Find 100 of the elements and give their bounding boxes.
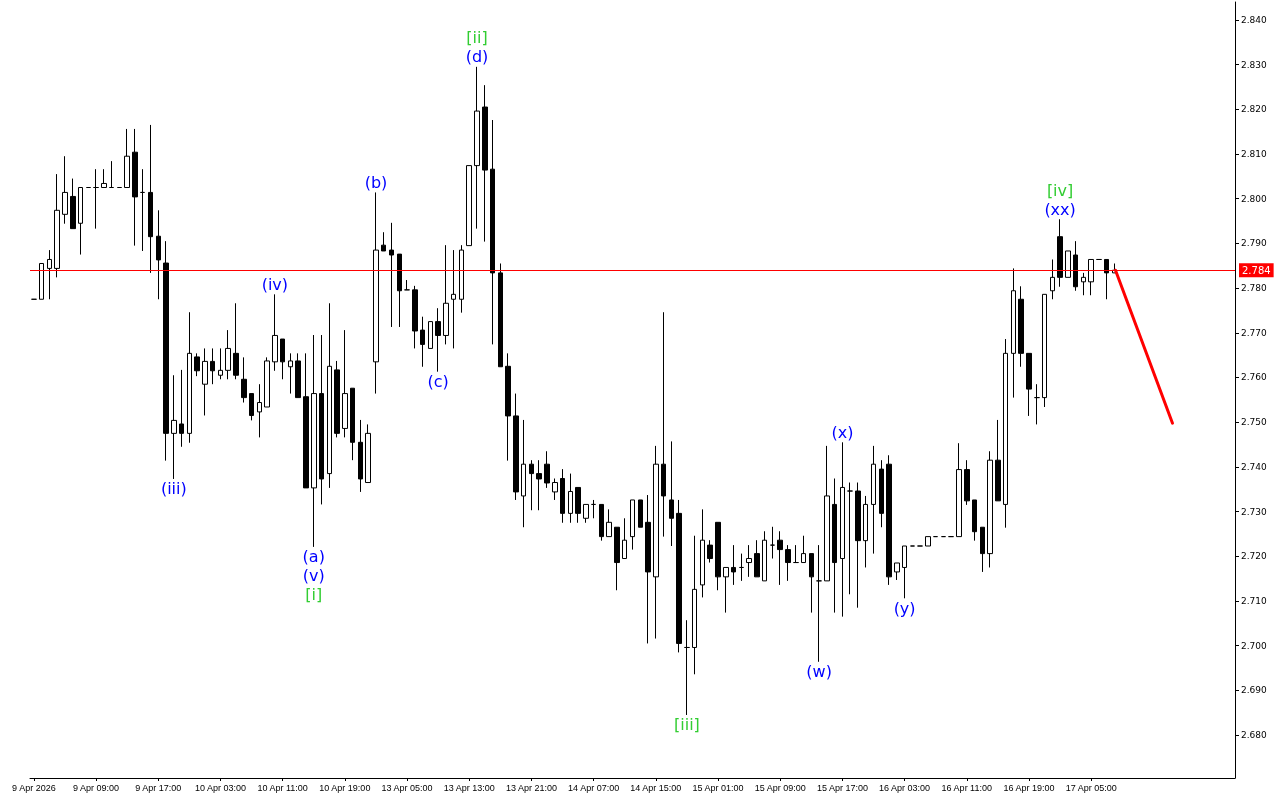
candlestick (653, 445, 659, 640)
candlestick (1057, 218, 1063, 288)
candlestick (381, 231, 386, 252)
candlestick (295, 352, 301, 399)
x-tick-label: 15 Apr 01:00 (692, 782, 744, 793)
candlestick (785, 544, 791, 582)
ref-line-label: 2.784 (1242, 264, 1271, 276)
candlestick (280, 338, 285, 380)
candlestick (824, 445, 830, 582)
candlestick (365, 423, 371, 484)
x-tick-label: 16 Apr 11:00 (941, 782, 992, 793)
candlestick (428, 321, 433, 349)
annotation: [ii] (466, 28, 488, 48)
candlestick (816, 544, 822, 663)
x-tick-label: 13 Apr 05:00 (381, 782, 433, 793)
candlestick (358, 419, 363, 493)
candlestick (1088, 258, 1094, 296)
y-tick-label: 2.770 (1241, 327, 1268, 338)
candlestick (746, 544, 752, 578)
candlestick (1050, 258, 1055, 300)
candlestick (583, 503, 589, 524)
candlestick (513, 393, 519, 501)
candlestick (684, 619, 690, 716)
candlestick (397, 253, 402, 328)
annotation: (x) (831, 422, 854, 442)
y-tick-label: 2.830 (1241, 59, 1268, 70)
candlestick (987, 450, 993, 568)
x-tick-label: 9 Apr 2026 (12, 782, 56, 793)
candlestick (210, 347, 215, 385)
x-tick-label: 10 Apr 03:00 (194, 782, 246, 793)
candlestick (630, 499, 635, 551)
candlestick (39, 263, 44, 300)
candlestick (389, 222, 394, 328)
candlestick (840, 441, 845, 618)
candlestick (871, 445, 876, 555)
candlestick (762, 530, 767, 582)
candlestick (202, 347, 208, 416)
y-tick-label: 2.760 (1241, 372, 1268, 383)
annotation: (w) (806, 662, 832, 682)
candlestick (863, 495, 868, 568)
candlestick (638, 499, 643, 528)
annotation: (iv) (261, 274, 289, 294)
y-tick-label: 2.810 (1241, 148, 1268, 159)
candlestick (404, 279, 410, 291)
candlestick (606, 508, 612, 538)
y-tick-label: 2.710 (1241, 595, 1268, 606)
candlestick (832, 478, 837, 614)
x-tick-label: 9 Apr 09:00 (73, 782, 120, 793)
candlestick (956, 442, 962, 538)
y-tick-label: 2.730 (1241, 506, 1268, 517)
candlestick (1065, 250, 1071, 278)
candlestick (801, 535, 806, 564)
candlestick (54, 173, 60, 278)
candlestick (614, 526, 620, 591)
x-tick-label: 16 Apr 03:00 (879, 782, 931, 793)
candlestick (575, 486, 581, 524)
x-tick-label: 17 Apr 05:00 (1065, 782, 1117, 793)
candlestick (715, 521, 721, 591)
candlestick (187, 311, 192, 444)
annotation: (y) (893, 598, 916, 618)
candlestick (303, 352, 309, 489)
candlestick (529, 459, 534, 511)
candlestick (62, 155, 68, 225)
candlestick (179, 369, 184, 448)
candlestick (731, 544, 736, 586)
y-tick-label: 2.720 (1241, 551, 1268, 562)
annotation: (v) (302, 566, 325, 586)
x-tick-label: 10 Apr 11:00 (257, 782, 308, 793)
candlestick (412, 285, 418, 349)
y-tick-label: 2.700 (1241, 640, 1268, 651)
candlestick (1003, 338, 1008, 529)
candlestick (373, 191, 379, 395)
candlestick (809, 553, 814, 614)
candlestick (793, 544, 799, 564)
candlestick (163, 240, 169, 462)
candlestick (707, 539, 713, 564)
x-tick-label: 15 Apr 09:00 (754, 782, 806, 793)
candlestick (350, 387, 355, 461)
candlestick (435, 307, 441, 373)
candlestick (995, 419, 1001, 502)
candlestick (902, 545, 907, 599)
annotation: (a) (302, 547, 325, 567)
candlestick (47, 249, 52, 300)
y-tick-label: 2.740 (1241, 461, 1268, 472)
candlestick (140, 168, 145, 252)
candlestick (319, 334, 324, 505)
candlestick (70, 178, 76, 230)
candlestick (1011, 267, 1016, 399)
candlestick (490, 119, 495, 345)
candlestick (770, 526, 775, 560)
candlestick (474, 66, 480, 230)
annotation: (iii) (160, 479, 187, 499)
candlestick (692, 535, 697, 675)
x-tick-label: 15 Apr 17:00 (816, 782, 868, 793)
annotation: [i] (305, 585, 323, 605)
candlestick (132, 128, 138, 247)
candlestick (218, 347, 223, 380)
candlestick (288, 352, 293, 395)
candlestick (925, 536, 931, 547)
candlestick (552, 478, 558, 501)
